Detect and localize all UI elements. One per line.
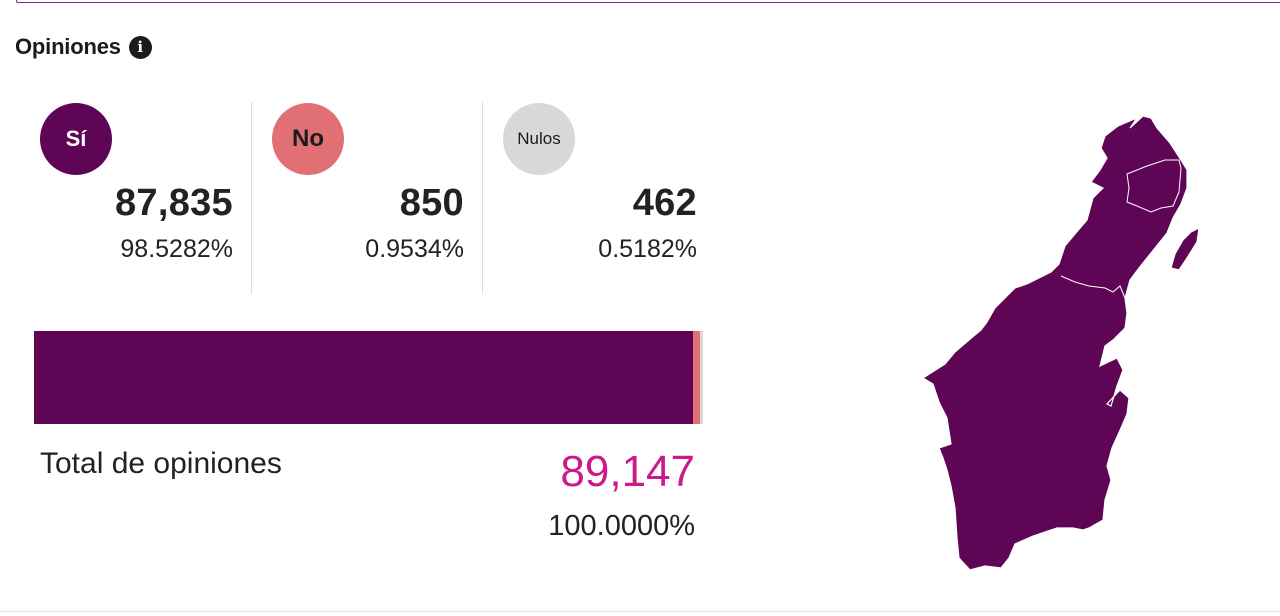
bar-segment-si: [34, 331, 694, 424]
option-badge: No: [272, 103, 344, 175]
option-percent: 0.5182%: [598, 235, 697, 263]
top-frame: [16, 0, 1280, 3]
divider: [482, 102, 483, 294]
total-percent: 100.0000%: [548, 510, 695, 542]
option-count: 87,835: [114, 182, 233, 224]
map-region[interactable]: [921, 115, 1188, 571]
option-badge-label: Sí: [65, 126, 87, 151]
section-title: Opiniones: [15, 34, 121, 59]
map-island[interactable]: [1170, 226, 1200, 271]
section-header: Opiniones i: [15, 33, 152, 61]
state-map[interactable]: [915, 108, 1215, 578]
total-label: Total de opiniones: [40, 447, 282, 480]
option-badge: Sí: [40, 103, 112, 175]
option-count: 850: [399, 182, 464, 224]
option-percent: 0.9534%: [365, 235, 464, 263]
option-badge-label: No: [292, 125, 324, 152]
option-card-nulos: Nulos 462 0.5182%: [483, 102, 715, 294]
option-badge-label: Nulos: [517, 129, 561, 148]
option-count: 462: [632, 182, 697, 224]
bottom-divider: [0, 611, 1280, 612]
opinions-distribution-bar: [34, 331, 703, 424]
map-internal-border: [1060, 275, 1126, 299]
option-percent: 98.5282%: [120, 235, 233, 263]
total-value: 89,147: [560, 447, 695, 496]
bar-segment-no: [693, 331, 700, 424]
map-internal-border: [1126, 159, 1182, 213]
option-card-no: No 850 0.9534%: [252, 102, 482, 294]
option-card-si: Sí 87,835 98.5282%: [20, 102, 251, 294]
divider: [251, 102, 252, 294]
info-icon[interactable]: i: [128, 35, 152, 59]
option-badge: Nulos: [503, 103, 575, 175]
bar-segment-nulos: [699, 331, 703, 424]
